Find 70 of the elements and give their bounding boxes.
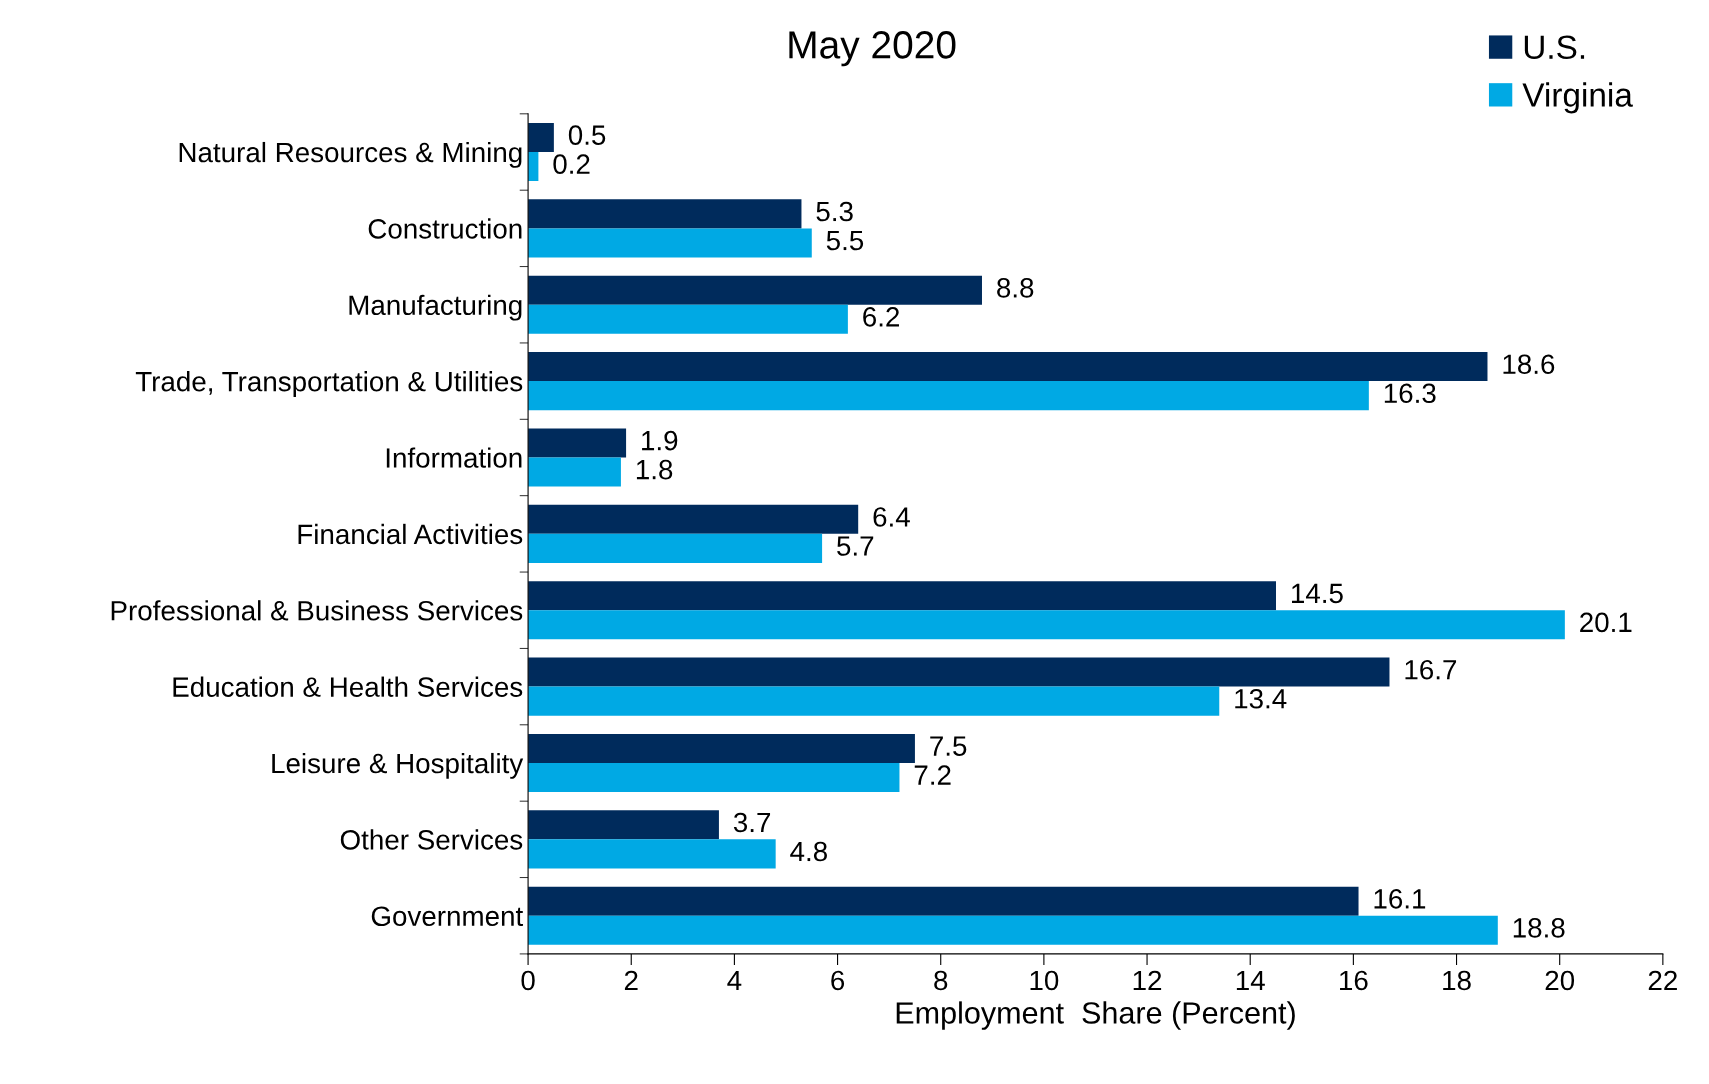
y-tick-label: Leisure & Hospitality [272,752,524,779]
x-tick-label: 20 [1545,970,1575,991]
data-label: 1.8 [636,459,673,480]
bar [528,762,900,793]
x-tick-label: 14 [1236,970,1265,991]
data-label: 3.7 [733,812,771,833]
bar [528,504,859,534]
x-tick-label: 10 [1030,970,1059,991]
data-label: 4.8 [790,841,827,862]
y-tick-label: Construction [368,218,522,239]
legend-label: Virginia [1522,82,1633,114]
bar [528,352,1488,382]
data-label: 0.5 [568,125,606,145]
data-label: 5.3 [816,201,853,222]
bar [528,915,1498,945]
bar [528,304,848,334]
x-tick-label: 12 [1133,970,1162,991]
y-tick-label: Natural Resources & Mining [179,141,522,168]
y-tick-label: Trade, Transportation & Utilities [135,371,523,397]
data-label: 8.8 [997,278,1034,298]
x-tick-label: 8 [934,970,948,991]
data-label: 6.2 [863,307,899,327]
bar [528,457,621,487]
data-label: 5.7 [837,536,874,556]
y-tick-label: Professional & Business Services [111,600,523,621]
data-label: 18.8 [1513,918,1565,938]
data-label: 6.4 [873,507,910,527]
y-tick-label: Government [371,906,524,927]
bar [528,810,719,840]
data-label: 18.6 [1503,354,1555,375]
data-label: 16.3 [1384,383,1436,404]
x-tick-label: 16 [1340,970,1368,991]
x-tick-label: 18 [1443,970,1471,991]
y-tick-label: Manufacturing [349,294,522,321]
bar [528,886,1359,916]
data-label: 16.1 [1374,889,1426,909]
data-label: 7.2 [914,765,951,785]
bar [528,657,1390,687]
bar [528,839,776,869]
bar [528,199,802,229]
data-label: 1.9 [642,430,678,451]
data-label: 16.7 [1405,659,1457,680]
bar [528,581,1276,611]
y-tick-label: Information [386,447,522,468]
data-label: 7.5 [930,736,967,756]
data-label: 13.4 [1235,688,1287,709]
data-label: 5.5 [826,230,864,251]
x-tick-label: 4 [727,970,742,991]
x-tick-label: 6 [831,970,845,991]
bar [528,122,554,153]
bar [528,610,1565,640]
y-tick-label: Education & Health Services [173,676,523,697]
data-label: 20.1 [1580,612,1632,633]
bar [528,275,982,305]
chart-title: May 2020 [789,31,956,67]
legend-label: U.S. [1524,35,1585,60]
bar [528,686,1220,716]
bar [528,228,812,258]
bar [528,533,823,563]
x-axis-title: Employment Share (Percent) [896,1001,1295,1030]
data-label: 0.2 [553,154,590,174]
bar [528,428,627,458]
y-tick-label: Financial Activities [298,523,523,545]
x-tick-label: 22 [1648,970,1677,991]
x-tick-label: 0 [521,970,535,991]
bar [528,381,1369,411]
y-tick-label: Other Services [340,829,523,850]
x-tick-label: 2 [624,970,638,991]
data-label: 14.5 [1292,583,1343,604]
bar [528,733,915,763]
